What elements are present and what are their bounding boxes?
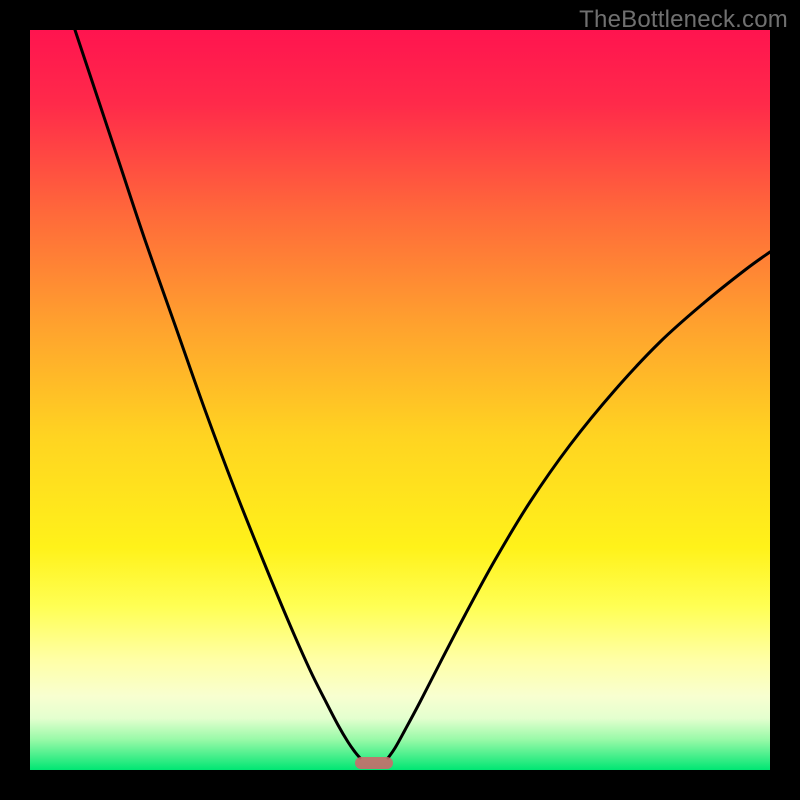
curve-layer bbox=[30, 30, 770, 770]
chart-frame: TheBottleneck.com bbox=[0, 0, 800, 800]
bottom-marker bbox=[355, 757, 393, 769]
watermark-text: TheBottleneck.com bbox=[579, 6, 788, 34]
right-curve bbox=[388, 252, 770, 758]
plot-area bbox=[30, 30, 770, 770]
left-curve bbox=[75, 30, 360, 758]
